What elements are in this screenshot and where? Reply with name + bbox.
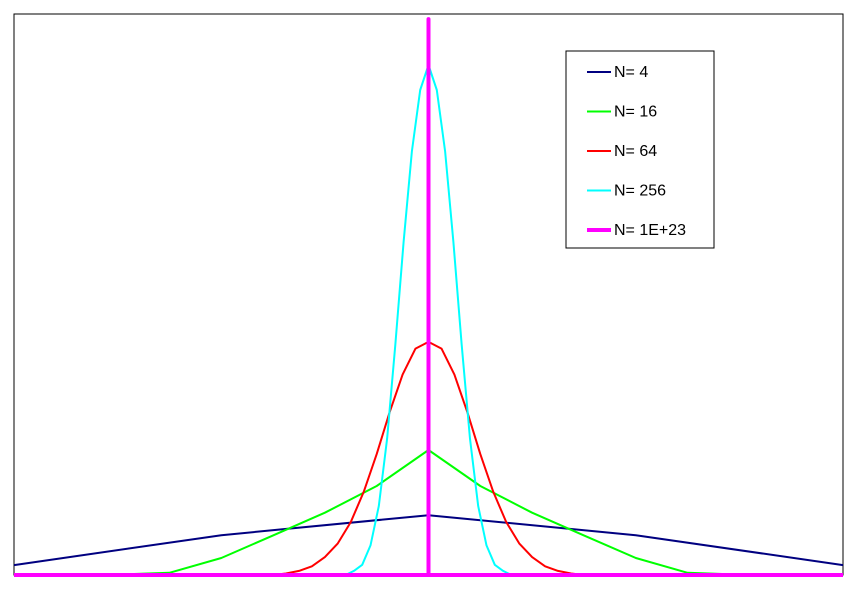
legend-label-5: N= 1E+23 xyxy=(614,222,686,239)
legend-label-3: N= 64 xyxy=(614,143,657,160)
legend: N= 4 N= 16 N= 64 N= 256 N= 1E+23 xyxy=(565,50,715,249)
legend-label-4: N= 256 xyxy=(614,183,666,200)
legend-box xyxy=(565,50,715,249)
legend-label-1: N= 4 xyxy=(614,64,648,81)
legend-items: N= 4 N= 16 N= 64 N= 256 N= 1E+23 xyxy=(587,64,686,239)
series-layer xyxy=(13,17,844,577)
series-line-5 xyxy=(14,17,843,577)
legend-label-2: N= 16 xyxy=(614,104,657,121)
